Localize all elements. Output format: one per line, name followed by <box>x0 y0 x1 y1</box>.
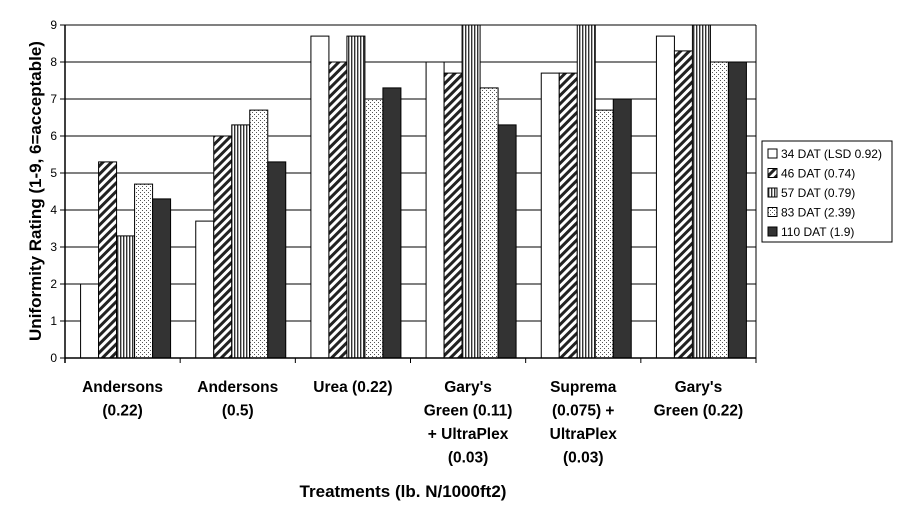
category-labels: Andersons (0.22) Andersons (0.5) Urea (0.22)… <box>82 379 743 467</box>
bar <box>612 98 632 359</box>
bar <box>116 235 136 359</box>
bar <box>98 161 118 359</box>
y-tick-label: 9 <box>50 18 57 32</box>
bar <box>558 72 578 359</box>
bar <box>364 98 384 359</box>
x-category-label: Andersons (0.22) <box>82 379 163 420</box>
legend-swatch <box>767 148 778 159</box>
bar <box>727 61 747 359</box>
bar <box>80 283 100 359</box>
x-category-label: Suprema (0.075) + UltraPlex (0.03) <box>550 379 618 467</box>
bar <box>479 87 499 359</box>
gridlines <box>60 24 756 359</box>
y-tick-label: 6 <box>50 129 57 143</box>
legend-box <box>761 140 893 243</box>
bar <box>709 61 729 359</box>
bar <box>195 220 215 359</box>
bar <box>310 35 330 359</box>
bar <box>134 183 154 359</box>
y-axis-title: Uniformity Rating (1-9, 6=acceptable) <box>26 41 45 341</box>
y-tick-label: 2 <box>50 277 57 291</box>
bar <box>425 61 445 359</box>
bar <box>461 24 481 359</box>
y-tick-label: 4 <box>50 203 57 217</box>
bar <box>594 109 614 359</box>
legend: 34 DAT (LSD 0.92) 46 DAT (0.74) 57 DAT (0.… <box>761 140 893 243</box>
bar <box>497 124 517 359</box>
y-tick-label: 1 <box>50 314 57 328</box>
bars <box>80 24 747 359</box>
legend-swatch <box>767 207 778 217</box>
bar <box>213 135 233 359</box>
legend-label: 110 DAT (1.9) <box>781 225 854 239</box>
legend-swatch <box>767 226 778 237</box>
x-category-label: Gary's Green (0.11) + UltraPlex (0.03) <box>424 379 513 467</box>
bar <box>249 109 269 359</box>
bar <box>328 61 348 359</box>
y-tick-label: 8 <box>50 55 57 69</box>
bar <box>267 161 287 359</box>
y-tick-label: 7 <box>50 92 57 106</box>
bar <box>443 72 463 359</box>
y-tick-label: 5 <box>50 166 57 180</box>
x-axis-title: Treatments (lb. N/1000ft2) <box>300 482 507 501</box>
y-tick-label: 0 <box>50 351 57 365</box>
legend-label: 46 DAT (0.74) <box>781 167 855 181</box>
legend-swatch <box>767 187 778 198</box>
bar <box>382 87 402 359</box>
bar <box>673 50 693 359</box>
axes <box>64 25 757 363</box>
bar <box>576 24 596 359</box>
legend-swatch <box>767 168 778 178</box>
bar <box>540 72 560 359</box>
y-tick-labels: 0 1 2 3 4 5 6 7 8 9 <box>50 18 57 365</box>
legend-label: 83 DAT (2.39) <box>781 206 855 220</box>
x-category-label: Urea (0.22) <box>313 379 392 396</box>
x-category-label: Gary's Green (0.22) <box>654 379 744 420</box>
bar <box>346 35 366 359</box>
x-category-label: Andersons (0.5) <box>197 379 278 420</box>
bar <box>655 35 675 359</box>
bar <box>691 24 711 359</box>
bar <box>231 124 251 359</box>
bar <box>152 198 172 359</box>
y-tick-label: 3 <box>50 240 57 254</box>
legend-label: 34 DAT (LSD 0.92) <box>781 147 882 161</box>
legend-label: 57 DAT (0.79) <box>781 186 855 200</box>
